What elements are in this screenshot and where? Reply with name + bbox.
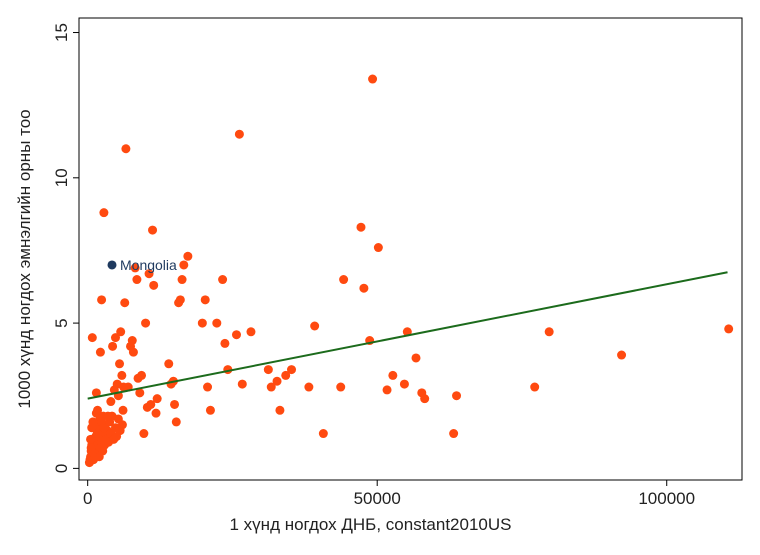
data-point	[144, 269, 154, 279]
data-point	[272, 376, 282, 386]
data-point	[118, 405, 128, 415]
data-point	[212, 318, 222, 328]
y-axis-title: 1000 хүнд ногдох эмнэлгийн орны тоо	[15, 109, 34, 408]
data-point	[93, 429, 103, 439]
data-point	[99, 208, 109, 218]
data-point	[203, 382, 213, 392]
highlight-point-group: Mongolia	[107, 257, 177, 273]
y-tick-label: 0	[52, 464, 71, 473]
data-point	[388, 370, 398, 380]
data-point	[164, 359, 174, 369]
x-tick-label: 0	[83, 489, 92, 508]
data-point	[171, 417, 181, 427]
data-point	[115, 359, 125, 369]
data-point	[97, 295, 107, 305]
y-axis: 0 5 10 15	[52, 23, 79, 473]
data-point	[304, 382, 314, 392]
data-point	[91, 388, 101, 398]
data-point	[120, 298, 130, 308]
data-point	[151, 408, 161, 418]
data-point	[108, 341, 118, 351]
data-point	[220, 338, 230, 348]
highlight-point	[107, 260, 117, 270]
data-point	[95, 347, 105, 357]
data-point	[116, 327, 126, 337]
data-point	[452, 391, 462, 401]
data-point	[275, 405, 285, 415]
data-point	[179, 260, 189, 270]
data-point	[234, 129, 244, 139]
data-point	[411, 353, 421, 363]
data-point	[266, 382, 276, 392]
data-point	[617, 350, 627, 360]
data-point	[237, 379, 247, 389]
data-point	[197, 318, 207, 328]
data-point	[420, 394, 430, 404]
data-point	[132, 275, 142, 285]
data-point	[177, 275, 187, 285]
data-point	[310, 321, 320, 331]
data-point	[356, 222, 366, 232]
x-tick-label: 100000	[638, 489, 695, 508]
data-point	[218, 275, 228, 285]
data-point	[724, 324, 734, 334]
data-point	[93, 405, 103, 415]
data-point	[183, 251, 193, 261]
data-point	[152, 394, 162, 404]
data-point	[544, 327, 554, 337]
data-point	[146, 399, 156, 409]
data-point	[263, 365, 273, 375]
data-point	[231, 330, 241, 340]
y-tick-label: 15	[52, 23, 71, 42]
data-point	[205, 405, 215, 415]
data-point	[449, 429, 459, 439]
data-point	[137, 370, 147, 380]
plot-frame	[78, 17, 743, 481]
data-point	[88, 417, 98, 427]
data-point	[99, 423, 109, 433]
data-point	[117, 420, 127, 430]
x-tick-label: 50000	[354, 489, 401, 508]
data-point	[246, 327, 256, 337]
data-point	[530, 382, 540, 392]
data-point	[128, 347, 138, 357]
data-point	[399, 379, 409, 389]
data-point	[121, 144, 131, 154]
data-point	[87, 333, 97, 343]
data-point	[339, 275, 349, 285]
data-point	[368, 74, 378, 84]
data-point	[175, 295, 185, 305]
data-point	[149, 280, 159, 290]
y-tick-label: 10	[52, 168, 71, 187]
data-point	[373, 243, 383, 253]
data-point	[359, 283, 369, 293]
x-axis-title: 1 хүнд ногдох ДНБ, constant2010US	[230, 515, 512, 534]
highlight-label: Mongolia	[120, 257, 177, 273]
data-point	[318, 429, 328, 439]
data-point	[141, 318, 151, 328]
data-point	[281, 370, 291, 380]
data-points	[84, 74, 734, 468]
data-point	[106, 397, 116, 407]
data-point	[117, 370, 127, 380]
data-point	[103, 411, 113, 421]
y-tick-label: 5	[52, 318, 71, 327]
data-point	[86, 434, 96, 444]
data-point	[135, 388, 145, 398]
data-point	[200, 295, 210, 305]
fit-line	[87, 271, 728, 400]
data-point	[382, 385, 392, 395]
data-point	[110, 333, 120, 343]
data-point	[127, 336, 137, 346]
data-point	[148, 225, 158, 235]
data-point	[94, 452, 104, 462]
data-point	[336, 382, 346, 392]
data-point	[139, 429, 149, 439]
x-axis: 0 50000 100000	[83, 480, 695, 508]
data-point	[130, 263, 140, 273]
data-point	[287, 365, 297, 375]
data-point	[170, 399, 180, 409]
